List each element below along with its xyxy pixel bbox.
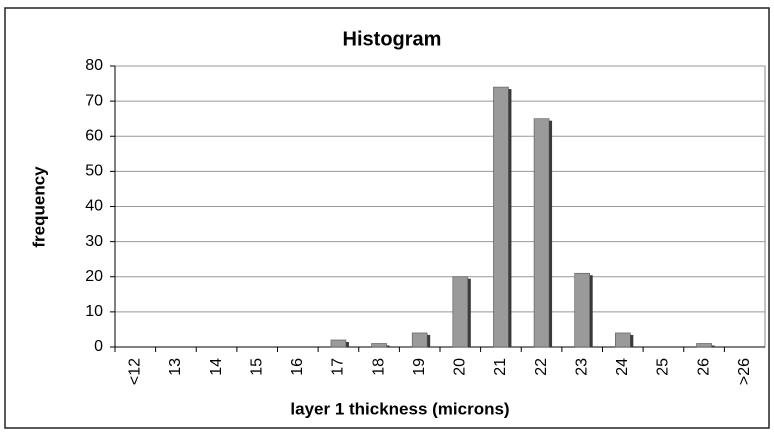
y-tick-label: 40 [85,198,103,215]
x-tick-label: 18 [370,358,387,376]
y-tick-label: 60 [85,127,103,144]
x-tick-label: 23 [573,358,590,376]
bar [533,118,550,348]
x-tick-label: 16 [289,358,306,376]
bar [696,343,712,348]
x-tick-label: 19 [411,358,428,376]
x-tick-label: 24 [614,358,631,376]
x-tick-label: 15 [248,358,265,376]
x-tick-label: 20 [452,358,469,376]
y-tick-label: 20 [85,268,103,285]
y-tick-label: 30 [85,233,103,250]
y-tick-label: 10 [85,303,103,320]
y-tick-label: 70 [85,92,103,109]
x-tick-label: 17 [330,358,347,376]
x-tick-label: <12 [127,358,144,385]
x-tick-label: 21 [492,358,509,376]
y-tick-label: 0 [94,338,103,355]
bar [330,339,347,348]
x-tick-label: 26 [695,358,712,376]
x-tick-label: 25 [655,358,672,376]
y-tick-label: 50 [85,163,103,180]
bar [493,86,509,348]
bar [574,272,590,348]
y-axis-title: frequency [29,166,48,248]
chart-title: Histogram [343,28,442,50]
bar [411,332,428,348]
x-tick-label: >26 [736,358,753,385]
x-axis-title: layer 1 thickness (microns) [290,399,509,418]
x-tick-label: 22 [533,358,550,376]
bar [371,343,387,348]
y-tick-label: 80 [85,57,103,74]
x-tick-label: 13 [167,358,184,376]
bar [615,332,631,348]
x-tick-label: 14 [208,358,225,376]
bar [452,276,469,348]
